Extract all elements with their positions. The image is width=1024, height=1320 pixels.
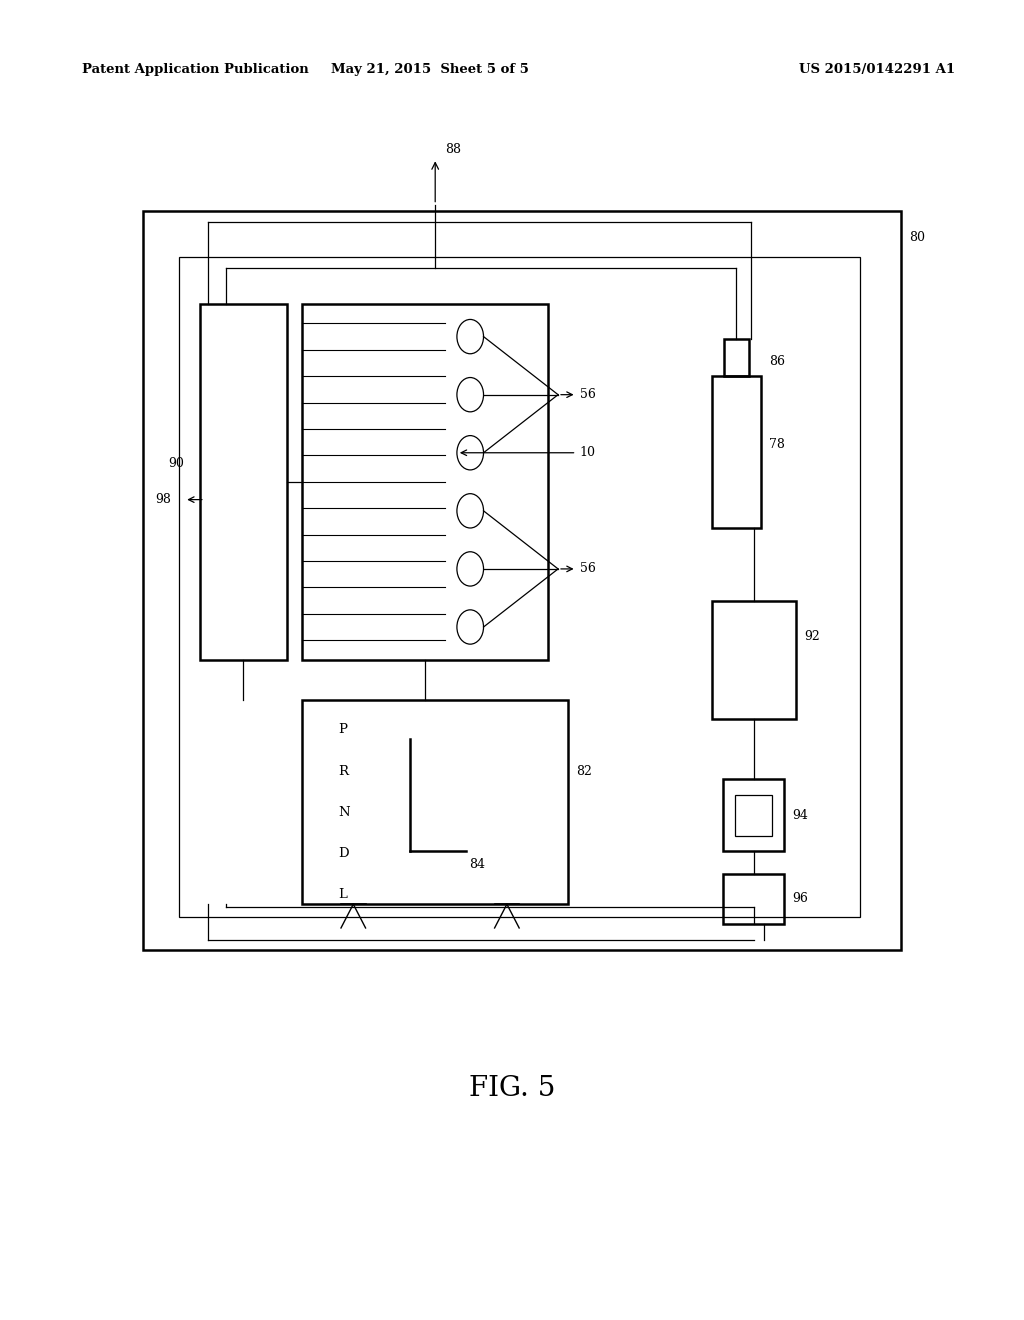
Bar [712, 376, 761, 528]
Bar [179, 257, 860, 917]
Bar [724, 339, 749, 376]
Text: 10: 10 [580, 446, 596, 459]
Text: 92: 92 [804, 630, 819, 643]
Text: 78: 78 [769, 438, 785, 451]
Text: 94: 94 [793, 809, 809, 821]
Text: R: R [338, 764, 348, 777]
Text: P: P [338, 723, 347, 737]
Text: 86: 86 [769, 355, 785, 368]
Text: FIG. 5: FIG. 5 [469, 1076, 555, 1102]
Bar [143, 211, 901, 950]
Bar [302, 700, 568, 904]
Text: US 2015/0142291 A1: US 2015/0142291 A1 [799, 63, 954, 77]
Bar [200, 304, 287, 660]
Text: 56: 56 [580, 388, 596, 401]
Text: 80: 80 [909, 231, 926, 244]
Bar [735, 795, 772, 836]
Text: 84: 84 [469, 858, 485, 871]
Text: L: L [338, 888, 347, 902]
Text: 98: 98 [155, 494, 171, 506]
Text: 56: 56 [580, 562, 596, 576]
Bar [723, 874, 784, 924]
Text: May 21, 2015  Sheet 5 of 5: May 21, 2015 Sheet 5 of 5 [331, 63, 529, 77]
Text: D: D [338, 847, 348, 861]
Text: 88: 88 [445, 143, 462, 156]
Text: 96: 96 [793, 892, 809, 906]
Text: 82: 82 [577, 764, 593, 777]
Bar [712, 601, 796, 719]
Text: Patent Application Publication: Patent Application Publication [82, 63, 308, 77]
Bar [723, 779, 784, 851]
Text: N: N [338, 805, 349, 818]
Text: 90: 90 [168, 458, 184, 470]
Bar [302, 304, 548, 660]
